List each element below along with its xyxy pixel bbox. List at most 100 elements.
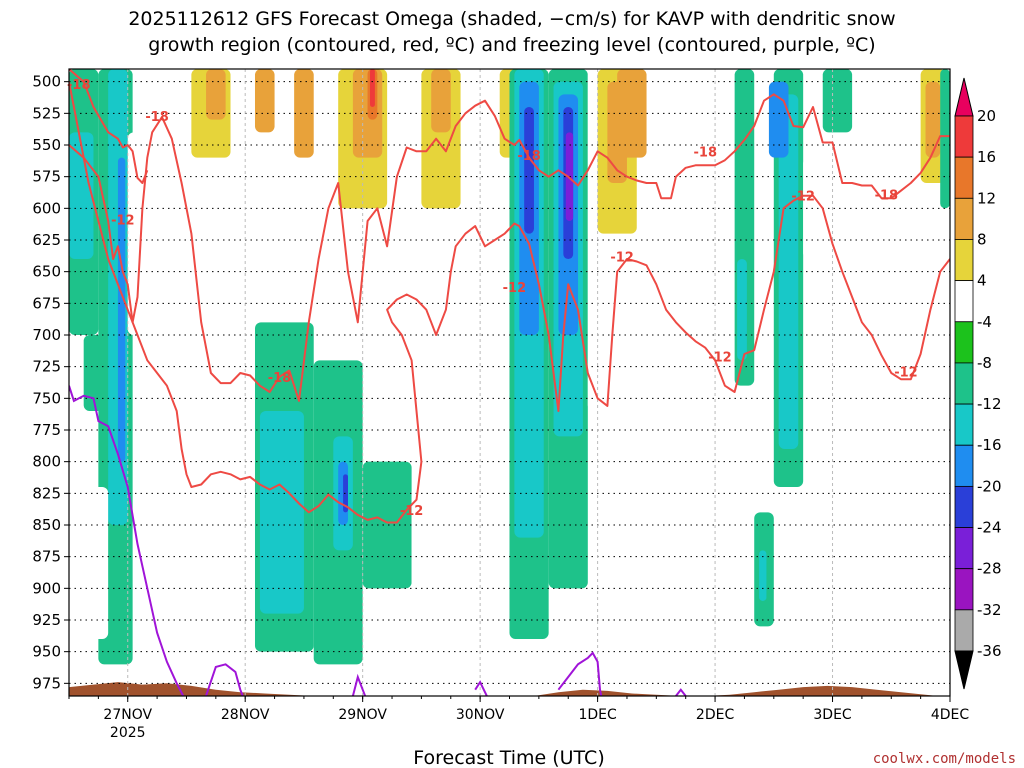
y-tick-label: 600: [32, 199, 61, 217]
y-tick-label: 500: [32, 73, 61, 91]
x-tick-label: 2DEC: [696, 707, 735, 723]
omega-cell: [685, 69, 716, 259]
y-tick-label: 525: [32, 104, 61, 122]
colorbar-segment: [954, 197, 974, 240]
x-tick-label: 29NOV: [338, 707, 387, 723]
y-tick-label: 875: [32, 548, 61, 566]
colorbar: 20 16 12 8 4 -4 -8 -12 -16 -20 -24 -28 -32 -36: [954, 77, 1002, 690]
omega-cell: [940, 69, 950, 209]
contour-label: -12: [400, 504, 424, 519]
x-axis: 27NOV 2025 28NOV 29NOV 30NOV 1DEC 2DEC 3DEC 4DEC: [68, 696, 970, 741]
omega-cell: [822, 69, 853, 133]
grid-lines: [69, 69, 951, 696]
contour-label: -18: [694, 145, 718, 160]
x-tick-label: 27NOV: [103, 707, 152, 723]
colorbar-label: -32: [977, 601, 1002, 619]
contour-label: -12: [894, 366, 918, 381]
x-tick-label: 3DEC: [813, 707, 852, 723]
colorbar-segment: [954, 321, 974, 364]
omega-cell: [759, 550, 767, 601]
y-tick-label: 550: [32, 136, 61, 154]
colorbar-label: -36: [977, 642, 1002, 660]
y-axis: 500 525 550 575 600 625 650 675 700 725 750 775 800 8…: [32, 73, 69, 692]
omega-cell: [617, 69, 647, 158]
contour-labels: -18 -18 -18 -18 -18 -18 -12 -12 -12 -12 -12 -12 -12: [67, 78, 918, 519]
y-tick-label: 650: [32, 263, 61, 281]
x-tick-label: 30NOV: [456, 707, 505, 723]
freezing-level-contour: [69, 385, 687, 696]
contour-label: -18: [145, 110, 169, 125]
colorbar-segment: [954, 280, 974, 323]
y-tick-label: 750: [32, 389, 61, 407]
omega-cell: [431, 69, 451, 133]
y-tick-label: 725: [32, 358, 61, 376]
y-tick-label: 775: [32, 421, 61, 439]
x-tick-label: 1DEC: [578, 707, 617, 723]
colorbar-segment: [954, 609, 974, 652]
omega-cell: [778, 94, 799, 449]
colorbar-segment: [954, 156, 974, 199]
y-tick-label: 925: [32, 611, 61, 629]
colorbar-label: -12: [977, 395, 1002, 413]
colorbar-segment: [954, 568, 974, 611]
dgz-contour-line: [69, 69, 149, 184]
chart-title-line1: 2025112612 GFS Forecast Omega (shaded, −…: [128, 8, 895, 30]
freezing-level-line: [557, 651, 603, 696]
y-tick-label: 675: [32, 294, 61, 312]
y-tick-label: 950: [32, 643, 61, 661]
colorbar-segment: [954, 403, 974, 446]
colorbar-segment: [954, 650, 974, 690]
colorbar-label: -8: [977, 354, 992, 372]
omega-cell: [925, 81, 941, 158]
contour-label: -18: [875, 188, 899, 203]
y-tick-label: 575: [32, 168, 61, 186]
omega-cell: [362, 461, 412, 589]
colorbar-segment: [954, 115, 974, 158]
freezing-level-line: [675, 688, 687, 696]
contour-label: -12: [791, 190, 815, 205]
colorbar-label: 12: [977, 189, 996, 207]
omega-cell: [370, 69, 375, 107]
omega-cell: [254, 69, 275, 133]
contour-label: -12: [708, 351, 732, 366]
terrain: [69, 682, 950, 696]
omega-cell: [737, 259, 747, 361]
colorbar-label: -16: [977, 436, 1002, 454]
colorbar-label: -28: [977, 560, 1002, 578]
chart-title-line2: growth region (contoured, red, ºC) and f…: [148, 34, 875, 56]
x-axis-label: Forecast Time (UTC): [413, 747, 604, 768]
y-tick-label: 850: [32, 516, 61, 534]
omega-cell: [69, 487, 109, 639]
omega-cell: [636, 233, 686, 462]
omega-cell: [117, 157, 126, 462]
omega-cell: [343, 474, 348, 513]
y-tick-label: 625: [32, 231, 61, 249]
omega-cell: [206, 69, 226, 120]
dendritic-growth-contours: [69, 69, 950, 524]
x-tick-sublabel: 2025: [110, 725, 146, 741]
omega-cell: [259, 411, 304, 614]
colorbar-label: 8: [977, 230, 987, 248]
colorbar-segment: [954, 444, 974, 487]
x-tick-label: 4DEC: [931, 707, 970, 723]
y-tick-label: 800: [32, 453, 61, 471]
omega-cell: [524, 107, 534, 234]
colorbar-label: -20: [977, 477, 1002, 495]
credit-text: coolwx.com/models: [873, 751, 1016, 767]
contour-label: -12: [610, 250, 634, 265]
contour-label: -18: [268, 371, 292, 386]
freezing-level-line: [474, 680, 488, 696]
freezing-level-line: [69, 385, 185, 696]
omega-shading: [69, 69, 950, 665]
colorbar-label: -4: [977, 313, 992, 331]
colorbar-label: -24: [977, 519, 1002, 537]
freezing-level-line: [351, 673, 367, 696]
colorbar-segment: [954, 362, 974, 405]
colorbar-segment: [954, 527, 974, 570]
colorbar-segment: [954, 485, 974, 528]
contour-label: -18: [67, 78, 91, 93]
y-tick-label: 900: [32, 579, 61, 597]
y-tick-label: 825: [32, 484, 61, 502]
freezing-level-line: [205, 663, 244, 696]
